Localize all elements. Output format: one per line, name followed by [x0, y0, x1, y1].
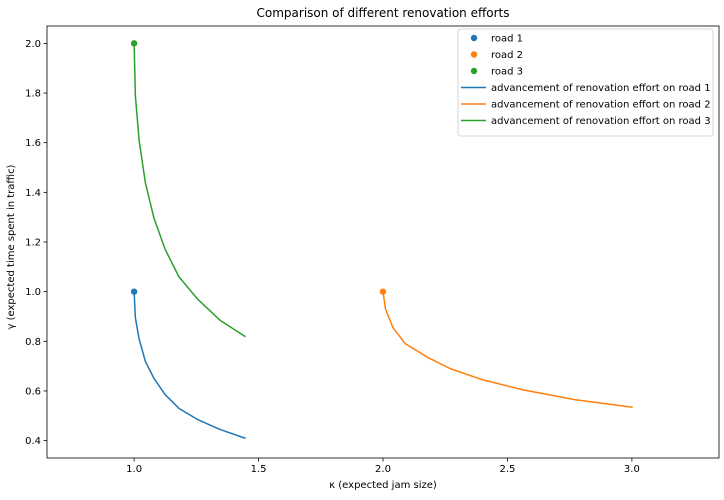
y-tick-label: 0.6: [25, 386, 41, 397]
legend-box: [457, 28, 714, 137]
series-group: [133, 42, 633, 440]
series-line-road-2: [382, 290, 633, 408]
legend-label: advancement of renovation effort on road…: [491, 83, 711, 94]
legend-label: road 3: [491, 67, 523, 78]
x-tick-label: 2.5: [499, 464, 515, 475]
legend-marker: [470, 34, 478, 42]
axes: 1.0 1.5 2.0 2.5 3.0 0.4 0.6 0.8 1.0 1.2 1.4 1.6 1.8 2…: [25, 25, 720, 475]
legend-label: road 2: [491, 50, 523, 61]
y-axis-label: γ (expected time spent in traffic): [6, 164, 17, 329]
x-tick-label: 3.0: [624, 464, 640, 475]
legend-marker: [470, 51, 478, 58]
y-tick-label: 0.8: [25, 337, 41, 348]
x-axis-label: κ (expected jam size): [329, 480, 437, 491]
x-tick-label: 1.0: [126, 464, 142, 475]
chart-title: Comparison of different renovation effor…: [257, 6, 510, 20]
points-group: [130, 40, 387, 295]
y-tick-label: 1.4: [25, 188, 41, 199]
legend-label: advancement of renovation effort on road…: [491, 116, 711, 127]
series-line-road-3: [133, 42, 246, 338]
legend: road 1 road 2 road 3 advancement of renovat…: [457, 28, 714, 137]
point-road-2: [379, 288, 387, 295]
y-tick-label: 1.8: [25, 89, 41, 100]
legend-label: road 1: [491, 34, 523, 45]
point-road-1: [130, 288, 138, 295]
y-tick-label: 1.2: [25, 238, 41, 249]
y-tick-label: 1.6: [25, 138, 41, 149]
point-road-3: [130, 40, 138, 47]
x-tick-label: 2.0: [375, 464, 391, 475]
series-line-road-1: [133, 290, 246, 440]
y-tick-label: 1.0: [25, 287, 41, 298]
x-tick-label: 1.5: [251, 464, 267, 475]
legend-marker: [470, 67, 478, 75]
y-tick-label: 2.0: [25, 39, 41, 50]
y-tick-label: 0.4: [25, 436, 41, 447]
legend-label: advancement of renovation effort on road…: [491, 100, 711, 111]
